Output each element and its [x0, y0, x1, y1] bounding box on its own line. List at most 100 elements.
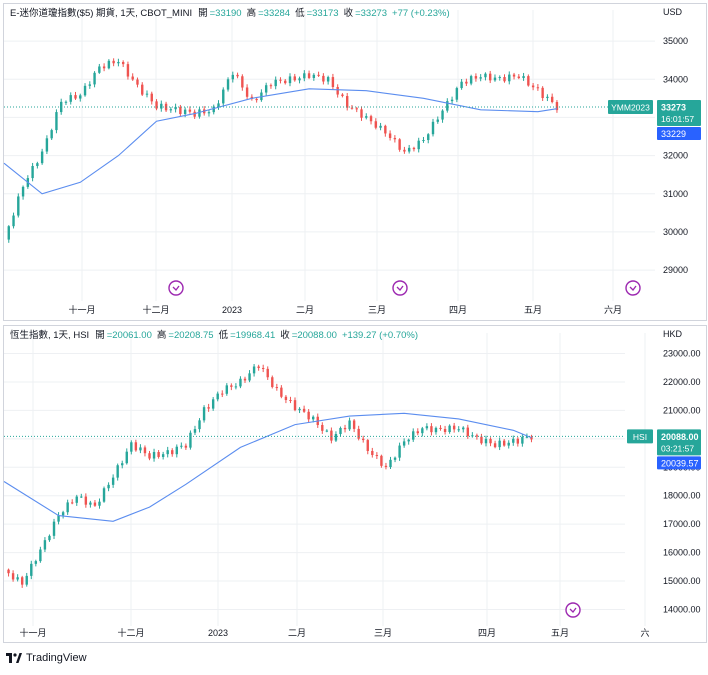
candle-body: [374, 121, 378, 128]
candle-body: [271, 377, 274, 388]
candle-body: [293, 76, 296, 81]
candle-body: [212, 106, 215, 113]
event-icon-arrow[interactable]: [629, 285, 637, 291]
close-value: =33273: [355, 8, 387, 19]
event-icon-circle[interactable]: [392, 280, 408, 296]
candle-body: [50, 130, 53, 139]
x-tick-label: 二月: [288, 628, 306, 638]
event-icon-circle[interactable]: [625, 280, 641, 296]
y-tick-label: 15000.00: [663, 576, 701, 586]
candle-body: [443, 428, 447, 433]
event-icon-arrow[interactable]: [569, 607, 577, 613]
event-icon[interactable]: [565, 602, 581, 618]
candle-body: [71, 502, 74, 504]
x-tick-label: 2023: [222, 305, 242, 315]
candle-body: [74, 95, 77, 99]
candle-body: [222, 89, 225, 104]
x-tick-label: 五月: [524, 305, 542, 315]
candle-body: [441, 110, 444, 120]
candle-body: [69, 95, 72, 102]
close-value: =20088.00: [292, 330, 337, 341]
candle-body: [45, 138, 49, 152]
candle-body: [546, 96, 549, 99]
candle-body: [489, 73, 492, 81]
candle-body: [321, 424, 324, 431]
low-label: 低: [219, 329, 229, 341]
candle-body: [121, 61, 125, 65]
candle-body: [174, 106, 177, 110]
candle-body: [171, 450, 174, 455]
event-icon-arrow[interactable]: [172, 285, 180, 291]
candle-body: [248, 373, 251, 381]
candle-body: [11, 573, 15, 580]
x-tick-label: 三月: [368, 305, 386, 315]
candle-body: [330, 430, 333, 441]
candle-body: [241, 76, 244, 88]
candle-body: [98, 66, 101, 73]
high-label: 高: [247, 7, 257, 19]
event-icon-arrow[interactable]: [396, 285, 404, 291]
chart-pane-top: 35000340003300032000310003000029000USD十一…: [3, 3, 707, 321]
currency-label: USD: [663, 7, 683, 17]
tradingview-logo-icon: [6, 652, 22, 663]
candle-body: [480, 436, 483, 444]
candle-body: [230, 385, 233, 387]
event-icon[interactable]: [168, 280, 184, 296]
candle-body: [117, 61, 120, 64]
high-value: =20208.75: [168, 330, 213, 341]
candle-body: [375, 455, 379, 457]
candle-body: [307, 411, 310, 420]
candle-body: [298, 408, 301, 411]
x-tick-label: 十一月: [68, 304, 95, 315]
x-tick-label: 六月: [604, 304, 622, 315]
candle-body: [236, 74, 239, 77]
currency-label: HKD: [663, 329, 683, 339]
candle-body: [380, 455, 383, 466]
candle-body: [298, 78, 301, 81]
candle-body: [465, 81, 468, 84]
candle-body: [398, 139, 401, 150]
last-price-value: 20088.00: [661, 432, 699, 442]
y-tick-label: 35000: [663, 36, 688, 46]
candle-body: [425, 426, 429, 429]
chart-header: 恆生指數, 1天, HSI 開 =20061.00 高 =20208.75 低 =19968…: [10, 329, 418, 341]
candle-body: [43, 540, 47, 550]
event-icon[interactable]: [392, 280, 408, 296]
event-icon[interactable]: [625, 280, 641, 296]
candle-body: [175, 446, 178, 455]
candle-body: [284, 80, 287, 84]
candle-body: [155, 101, 158, 109]
candle-body: [64, 101, 68, 103]
candle-body: [307, 73, 311, 78]
candle-body: [479, 77, 482, 79]
change-value: +139.27 (+0.70%): [342, 330, 418, 341]
candle-body: [20, 577, 24, 585]
footer[interactable]: TradingView: [6, 650, 87, 666]
candle-body: [198, 420, 201, 430]
symbol-title: 恆生指數, 1天, HSI: [10, 329, 89, 341]
footer-brand: TradingView: [26, 652, 87, 664]
candle-body: [398, 445, 401, 458]
bar-countdown: 16:01:57: [661, 114, 694, 124]
candle-body: [530, 436, 533, 440]
candle-body: [21, 186, 25, 197]
candle-body: [183, 109, 187, 114]
event-icon-circle[interactable]: [168, 280, 184, 296]
candle-body: [255, 98, 258, 101]
candle-body: [516, 438, 520, 444]
bar-countdown: 03:21:57: [661, 443, 694, 453]
candle-body: [303, 73, 306, 79]
candle-body: [384, 125, 387, 134]
candle-body: [261, 367, 265, 369]
candle-body: [234, 386, 238, 388]
candle-body: [446, 101, 449, 111]
candle-body: [508, 74, 511, 82]
candle-body: [111, 477, 115, 485]
event-icon-circle[interactable]: [565, 602, 581, 618]
candle-body: [88, 84, 92, 86]
candle-body: [136, 79, 139, 85]
candle-body: [188, 109, 192, 112]
candle-body: [131, 76, 134, 80]
candle-body: [7, 569, 10, 574]
candle-body: [126, 64, 130, 77]
